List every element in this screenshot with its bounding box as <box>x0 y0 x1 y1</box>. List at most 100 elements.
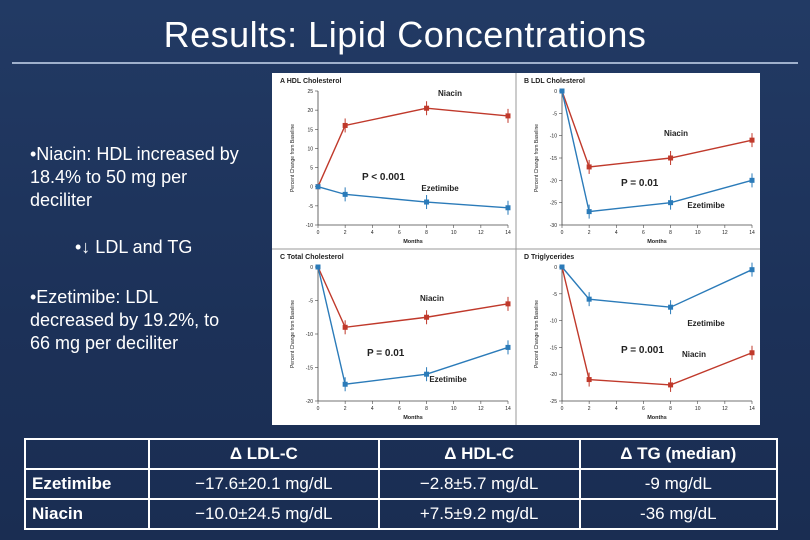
y-tick-label: 20 <box>307 108 313 114</box>
x-axis-label: Months <box>647 239 667 245</box>
y-tick-label: -5 <box>553 111 558 117</box>
data-point-ezetimibe <box>668 304 674 310</box>
series-label-niacin: Niacin <box>420 294 444 303</box>
chart-panel: B LDL Cholesterol -30 -25 -20 -15 -10 -5 0 0 2 4 6 8… <box>524 78 755 245</box>
table-header-cell: Δ LDL-C <box>148 438 380 470</box>
table-row: Ezetimibe −17.6±20.1 mg/dL −2.8±5.7 mg/d… <box>24 468 779 500</box>
data-point-niacin <box>505 301 511 307</box>
data-point-ezetimibe <box>505 344 511 350</box>
data-point-niacin <box>424 314 430 320</box>
niacin-sub-bullet: •↓ LDL and TG <box>75 237 193 257</box>
data-point-ezetimibe <box>342 191 348 197</box>
y-tick-label: -30 <box>550 223 557 229</box>
y-axis-label: Percent Change from Baseline <box>290 300 296 368</box>
series-line-ezetimibe <box>561 266 753 308</box>
y-axis-label: Percent Change from Baseline <box>290 124 296 192</box>
row-label-niacin: Niacin <box>24 498 150 530</box>
data-point-niacin <box>424 105 430 111</box>
chart-panel: A HDL Cholesterol -10 -5 0 5 10 15 20 25 0 2 4 6 8 10 1… <box>280 78 511 245</box>
figure-panel: A HDL Cholesterol -10 -5 0 5 10 15 20 25 0 2 4 6 8 10 1… <box>272 73 760 425</box>
x-tick-label: 2 <box>588 230 591 236</box>
chart-title: A HDL Cholesterol <box>280 78 342 85</box>
x-tick-label: 4 <box>615 406 618 412</box>
data-point-niacin <box>586 164 592 170</box>
data-point-ezetimibe <box>424 371 430 377</box>
x-tick-label: 0 <box>561 406 564 412</box>
x-tick-label: 10 <box>695 406 701 412</box>
y-axis-label: Percent Change from Baseline <box>534 300 540 368</box>
x-tick-label: 14 <box>749 406 755 412</box>
p-value-annotation: P = 0.01 <box>621 178 659 189</box>
series-label-niacin: Niacin <box>682 350 706 359</box>
data-point-niacin <box>749 137 755 143</box>
x-tick-label: 14 <box>749 230 755 236</box>
table-row: Niacin −10.0±24.5 mg/dL +7.5±9.2 mg/dL -… <box>24 498 779 530</box>
y-tick-label: 0 <box>310 185 313 191</box>
y-tick-label: -25 <box>550 201 557 207</box>
x-tick-label: 2 <box>344 230 347 236</box>
x-tick-label: 8 <box>669 406 672 412</box>
y-tick-label: -10 <box>550 319 557 325</box>
data-point-ezetimibe <box>559 88 565 94</box>
data-point-ezetimibe <box>559 264 565 270</box>
results-table: Δ LDL-C Δ HDL-C Δ TG (median) Ezetimibe … <box>24 438 779 530</box>
table-cell: -9 mg/dL <box>578 468 779 500</box>
p-value-annotation: P < 0.001 <box>362 172 405 183</box>
y-tick-label: -10 <box>550 134 557 140</box>
y-tick-label: 25 <box>307 89 313 95</box>
x-tick-label: 4 <box>615 230 618 236</box>
ezetimibe-bullet: •Ezetimibe: LDL decreased by 19.2%, to 6… <box>30 287 220 353</box>
data-point-niacin <box>342 122 348 128</box>
series-line-niacin <box>561 266 753 386</box>
x-tick-label: 10 <box>695 230 701 236</box>
x-tick-label: 4 <box>371 406 374 412</box>
table-cell: -36 mg/dL <box>578 498 779 530</box>
y-tick-label: -10 <box>306 223 313 229</box>
series-line-niacin <box>561 90 753 168</box>
table-header-cell: Δ TG (median) <box>578 438 779 470</box>
title-divider <box>12 62 798 64</box>
series-label-ezetimibe: Ezetimibe <box>687 319 725 328</box>
series-line-ezetimibe <box>561 90 753 213</box>
x-tick-label: 0 <box>317 406 320 412</box>
data-point-niacin <box>668 155 674 161</box>
p-value-annotation: P = 0.01 <box>367 348 405 359</box>
y-tick-label: -25 <box>550 399 557 405</box>
table-header-row: Δ LDL-C Δ HDL-C Δ TG (median) <box>24 438 779 470</box>
x-tick-label: 6 <box>642 406 645 412</box>
y-tick-label: -5 <box>309 204 314 210</box>
x-tick-label: 8 <box>669 230 672 236</box>
series-label-ezetimibe: Ezetimibe <box>429 375 467 384</box>
niacin-bullet: •Niacin: HDL increased by 18.4% to 50 mg… <box>30 144 239 210</box>
x-tick-label: 14 <box>505 406 511 412</box>
y-tick-label: -5 <box>309 299 314 305</box>
y-tick-label: 15 <box>307 127 313 133</box>
x-tick-label: 8 <box>425 230 428 236</box>
x-tick-label: 0 <box>317 230 320 236</box>
table-header-cell: Δ HDL-C <box>377 438 581 470</box>
y-tick-label: -5 <box>553 292 558 298</box>
y-tick-label: 0 <box>554 265 557 271</box>
data-point-ezetimibe <box>315 264 321 270</box>
chart-title: D Triglycerides <box>524 254 574 261</box>
table-cell: −17.6±20.1 mg/dL <box>148 468 380 500</box>
y-tick-label: 0 <box>310 265 313 271</box>
series-label-ezetimibe: Ezetimibe <box>421 184 459 193</box>
x-tick-label: 4 <box>371 230 374 236</box>
data-point-niacin <box>586 377 592 383</box>
series-line-niacin <box>317 266 509 329</box>
x-axis-label: Months <box>403 239 423 245</box>
x-tick-label: 10 <box>451 406 457 412</box>
x-tick-label: 6 <box>398 406 401 412</box>
y-tick-label: -15 <box>550 156 557 162</box>
table-header-cell <box>24 438 150 470</box>
x-tick-label: 6 <box>642 230 645 236</box>
data-point-niacin <box>342 324 348 330</box>
y-tick-label: -20 <box>550 372 557 378</box>
y-tick-label: -15 <box>550 345 557 351</box>
p-value-annotation: P = 0.001 <box>621 345 664 356</box>
data-point-niacin <box>505 113 511 119</box>
chart-title: B LDL Cholesterol <box>524 78 585 85</box>
x-tick-label: 12 <box>722 406 728 412</box>
